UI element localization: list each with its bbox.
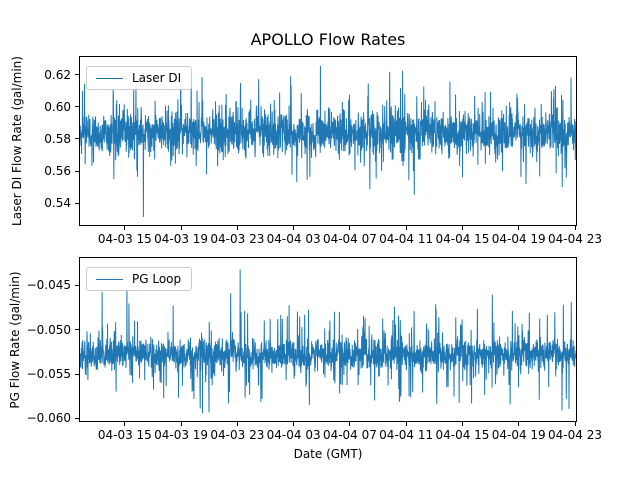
x-tick-label: 04-04 03 (266, 232, 321, 246)
x-tick-mark (518, 226, 520, 230)
y-tick-label: −0.045 (26, 278, 71, 293)
bottom-y-axis-label: PG Flow Rate (gal/min) (8, 271, 22, 409)
laser-di-line-plot (80, 65, 576, 217)
x-tick-mark (236, 422, 238, 426)
y-tick-mark (75, 373, 79, 375)
x-tick-mark (574, 226, 576, 230)
top-axes: Laser DI (79, 56, 577, 226)
x-tick-label: 04-03 19 (154, 428, 209, 442)
y-tick-mark (75, 74, 79, 76)
x-tick-mark (124, 226, 126, 230)
x-tick-mark (349, 226, 351, 230)
x-tick-label: 04-04 19 (491, 428, 546, 442)
y-tick-mark (75, 417, 79, 419)
y-tick-mark (75, 106, 79, 108)
x-tick-label: 04-04 11 (379, 428, 434, 442)
laser-di-legend-label: Laser DI (132, 71, 182, 85)
pg-loop-legend-label: PG Loop (132, 272, 182, 286)
y-tick-label: 0.58 (44, 131, 71, 146)
x-tick-mark (124, 422, 126, 426)
bottom-legend: PG Loop (86, 267, 193, 291)
x-tick-label: 04-04 07 (322, 428, 377, 442)
x-tick-mark (293, 226, 295, 230)
y-tick-label: 0.62 (44, 67, 71, 82)
x-tick-label: 04-03 15 (97, 232, 152, 246)
y-tick-label: 0.54 (44, 196, 71, 211)
x-tick-mark (405, 226, 407, 230)
x-tick-label: 04-04 19 (491, 232, 546, 246)
x-tick-label: 04-04 15 (435, 428, 490, 442)
figure-title: APOLLO Flow Rates (250, 30, 406, 49)
y-tick-mark (75, 284, 79, 286)
y-tick-label: 0.60 (44, 99, 71, 114)
x-axis-label: Date (GMT) (293, 447, 363, 461)
x-tick-label: 04-04 15 (435, 232, 490, 246)
x-tick-label: 04-04 11 (379, 232, 434, 246)
y-tick-mark (75, 170, 79, 172)
y-tick-label: −0.055 (26, 367, 71, 382)
x-tick-label: 04-04 03 (266, 428, 321, 442)
x-tick-mark (461, 226, 463, 230)
x-tick-mark (180, 226, 182, 230)
x-tick-mark (405, 422, 407, 426)
x-tick-label: 04-03 19 (154, 232, 209, 246)
x-tick-mark (236, 226, 238, 230)
x-tick-mark (518, 422, 520, 426)
bottom-axes: PG Loop (79, 257, 577, 422)
x-tick-label: 04-03 15 (97, 428, 152, 442)
y-tick-mark (75, 202, 79, 204)
pg-loop-line-plot (80, 269, 576, 414)
x-tick-label: 04-03 23 (210, 232, 265, 246)
top-legend: Laser DI (86, 66, 193, 90)
x-tick-label: 04-04 23 (548, 232, 602, 246)
x-tick-mark (461, 422, 463, 426)
x-tick-label: 04-04 07 (322, 232, 377, 246)
y-tick-label: −0.060 (26, 411, 71, 426)
laser-di-series-line (80, 65, 576, 217)
y-tick-mark (75, 329, 79, 331)
x-tick-mark (349, 422, 351, 426)
x-tick-label: 04-04 23 (548, 428, 602, 442)
x-tick-mark (293, 422, 295, 426)
x-tick-mark (180, 422, 182, 426)
pg-loop-legend-line-icon (96, 278, 123, 280)
y-tick-mark (75, 138, 79, 140)
laser-di-legend-line-icon (96, 77, 123, 79)
y-tick-label: 0.56 (44, 164, 71, 179)
y-tick-label: −0.050 (26, 322, 71, 337)
pg-loop-series-line (80, 269, 576, 414)
x-tick-label: 04-03 23 (210, 428, 265, 442)
x-tick-mark (574, 422, 576, 426)
